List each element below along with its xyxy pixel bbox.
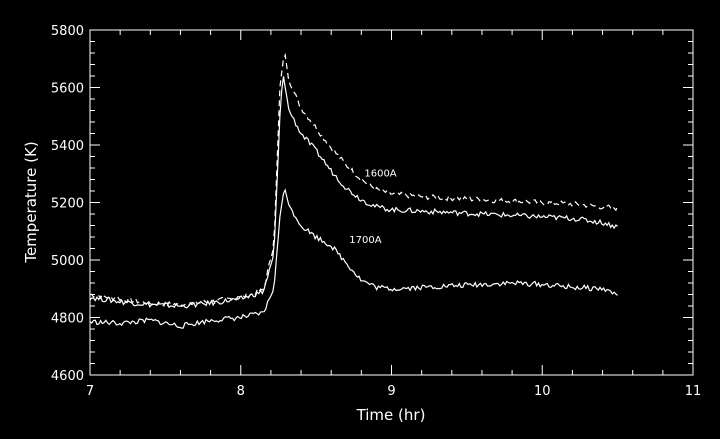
y-tick-label: 5600 [51, 82, 84, 97]
annotation-label: 1600A [364, 169, 396, 180]
series-line-1700a [89, 188, 618, 329]
y-tick-label: 5000 [51, 254, 84, 269]
x-axis-label: Time (hr) [356, 406, 426, 424]
annotation-label: 1700A [349, 235, 381, 246]
y-tick-label: 4600 [51, 369, 84, 384]
y-tick-label: 5800 [51, 24, 84, 39]
x-tick-label: 8 [237, 384, 245, 399]
x-axis-ticks: 7 8 9 10 11 [86, 30, 701, 399]
series-layer [89, 52, 619, 329]
x-tick-label: 11 [685, 384, 702, 399]
series-line-unlabeled [89, 76, 618, 309]
y-tick-label: 4800 [51, 312, 84, 327]
x-tick-label: 7 [86, 384, 94, 399]
y-tick-label: 5400 [51, 139, 84, 154]
annotation-layer: 1600A 1700A [349, 169, 397, 246]
series-line-1600a [89, 52, 619, 308]
x-tick-label: 9 [387, 384, 395, 399]
y-axis-label: Temperature (K) [22, 141, 40, 263]
y-tick-label: 5200 [51, 197, 84, 212]
x-tick-label: 10 [534, 384, 551, 399]
y-axis-ticks: 4600 4800 5000 5200 5400 5600 5800 [51, 24, 693, 384]
